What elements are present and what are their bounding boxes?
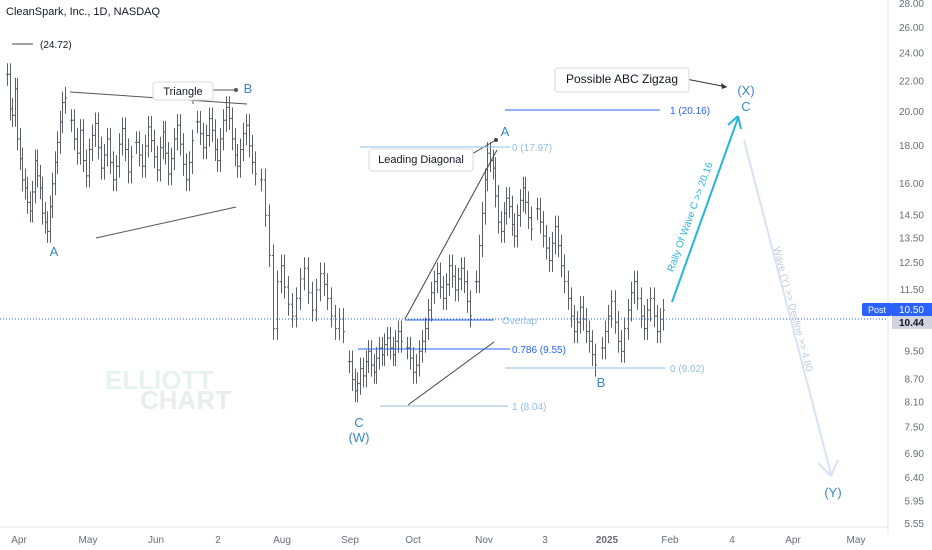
y-tick-label: 6.40 <box>905 473 925 484</box>
wave-b-label-left: B <box>244 81 253 96</box>
x-tick-label: 4 <box>729 535 735 546</box>
x-tick-label: 2 <box>215 535 221 546</box>
y-tick-label: 24.00 <box>899 49 924 60</box>
watermark-line-2: CHART <box>140 385 231 415</box>
wave-c-label-left: C <box>354 415 363 430</box>
y-tick-label: 16.00 <box>899 179 924 190</box>
y-tick-label: 7.50 <box>905 422 925 433</box>
post-badge <box>862 303 892 316</box>
y-tick-label: 9.50 <box>905 346 925 357</box>
decline-label: Wave (Y) >> Decline >> 4.80 <box>770 246 814 373</box>
triangle-label-box <box>152 81 214 101</box>
decline-arrowhead <box>817 459 839 477</box>
zigzag-label: Possible ABC Zigzag <box>566 72 678 86</box>
wave-b-label-right: B <box>597 375 606 390</box>
leading-diagonal-dot <box>494 138 498 142</box>
rally-arrow-line <box>671 117 739 303</box>
watermark-line-1: ELLIOTT <box>105 365 213 395</box>
wave-x-label: (X) <box>737 83 754 98</box>
y-tick-label: 11.50 <box>900 285 925 296</box>
wave-a-label-left: A <box>50 244 59 259</box>
x-tick-label: Nov <box>475 535 493 546</box>
rally-label: Rally Of Wave C >> 20.16 <box>666 160 716 273</box>
x-tick-label: 2025 <box>596 535 619 546</box>
post-value-badge <box>892 303 932 316</box>
x-tick-label: Oct <box>405 535 421 546</box>
fib-1-lower-label: 1 (8.04) <box>512 402 546 413</box>
y-tick-label: 5.95 <box>905 497 925 508</box>
y-tick-label: 20.00 <box>899 107 924 118</box>
overlap-label: Overlap <box>502 316 537 327</box>
last-price-label: 10.44 <box>899 318 924 329</box>
wave-c-label-right: C <box>741 99 750 114</box>
fib-0-lower-label: 0 (9.02) <box>670 364 704 375</box>
triangle-b-dot <box>234 88 238 92</box>
leading-diagonal-label-box <box>368 148 474 172</box>
wave-a-label-right: A <box>501 124 510 139</box>
chart-title: CleanSpark, Inc., 1D, NASDAQ <box>6 6 161 18</box>
x-tick-label: Feb <box>661 535 679 546</box>
x-tick-label: Jun <box>148 535 164 546</box>
x-tick-label: Sep <box>341 535 359 546</box>
zigzag-leader <box>685 78 728 88</box>
last-price-badge <box>892 316 932 329</box>
y-tick-label: 5.55 <box>905 519 925 530</box>
x-tick-label: Aug <box>273 535 291 546</box>
fib-0-upper-label: 0 (17.97) <box>512 143 552 154</box>
time-axis[interactable]: Apr May Jun 2 Aug Sep Oct Nov 3 2025 Feb 4 Apr May <box>0 526 888 546</box>
diagonal-upper-line <box>404 149 498 320</box>
leading-diagonal-label: Leading Diagonal <box>378 154 464 166</box>
zigzag-label-box <box>554 67 690 93</box>
y-tick-label: 26.00 <box>899 23 924 34</box>
ohlc-bars <box>6 63 665 403</box>
y-tick-label: 8.70 <box>905 375 925 386</box>
zigzag-arrowhead <box>721 83 727 89</box>
y-tick-label: 12.50 <box>899 258 924 269</box>
y-tick-label: 14.50 <box>899 210 924 221</box>
post-value-label: 10.50 <box>899 305 924 316</box>
post-badge-label: Post <box>868 305 887 315</box>
x-tick-label: Apr <box>785 535 801 546</box>
triangle-label: Triangle <box>163 86 202 98</box>
x-tick-label: May <box>847 535 866 546</box>
diagonal-lower-line <box>407 341 495 406</box>
wave-overlays <box>0 43 888 477</box>
high-value-label: (24.72) <box>40 40 72 51</box>
watermark: ELLIOTT CHART <box>105 365 231 415</box>
x-tick-label: 3 <box>542 535 548 546</box>
fib-1-upper-label: 1 (20.16) <box>670 106 710 117</box>
decline-arrow-line <box>743 139 832 475</box>
y-tick-label: 6.90 <box>905 449 925 460</box>
y-tick-label: 13.50 <box>899 233 924 244</box>
rally-arrowhead <box>727 115 742 130</box>
price-axis[interactable]: 28.00 26.00 24.00 22.00 20.00 18.00 16.00 14.50… <box>862 0 932 534</box>
y-tick-label: 18.00 <box>899 141 924 152</box>
x-tick-label: May <box>79 535 98 546</box>
fib-0786-label: 0.786 (9.55) <box>512 345 566 356</box>
x-tick-label: Apr <box>11 535 27 546</box>
y-tick-label: 22.00 <box>899 76 924 87</box>
wave-y-label: (Y) <box>824 485 841 500</box>
wave-w-label: (W) <box>349 430 370 445</box>
triangle-lower-line <box>95 206 237 239</box>
y-tick-label: 8.10 <box>905 398 925 409</box>
y-tick-label: 28.00 <box>899 0 924 10</box>
